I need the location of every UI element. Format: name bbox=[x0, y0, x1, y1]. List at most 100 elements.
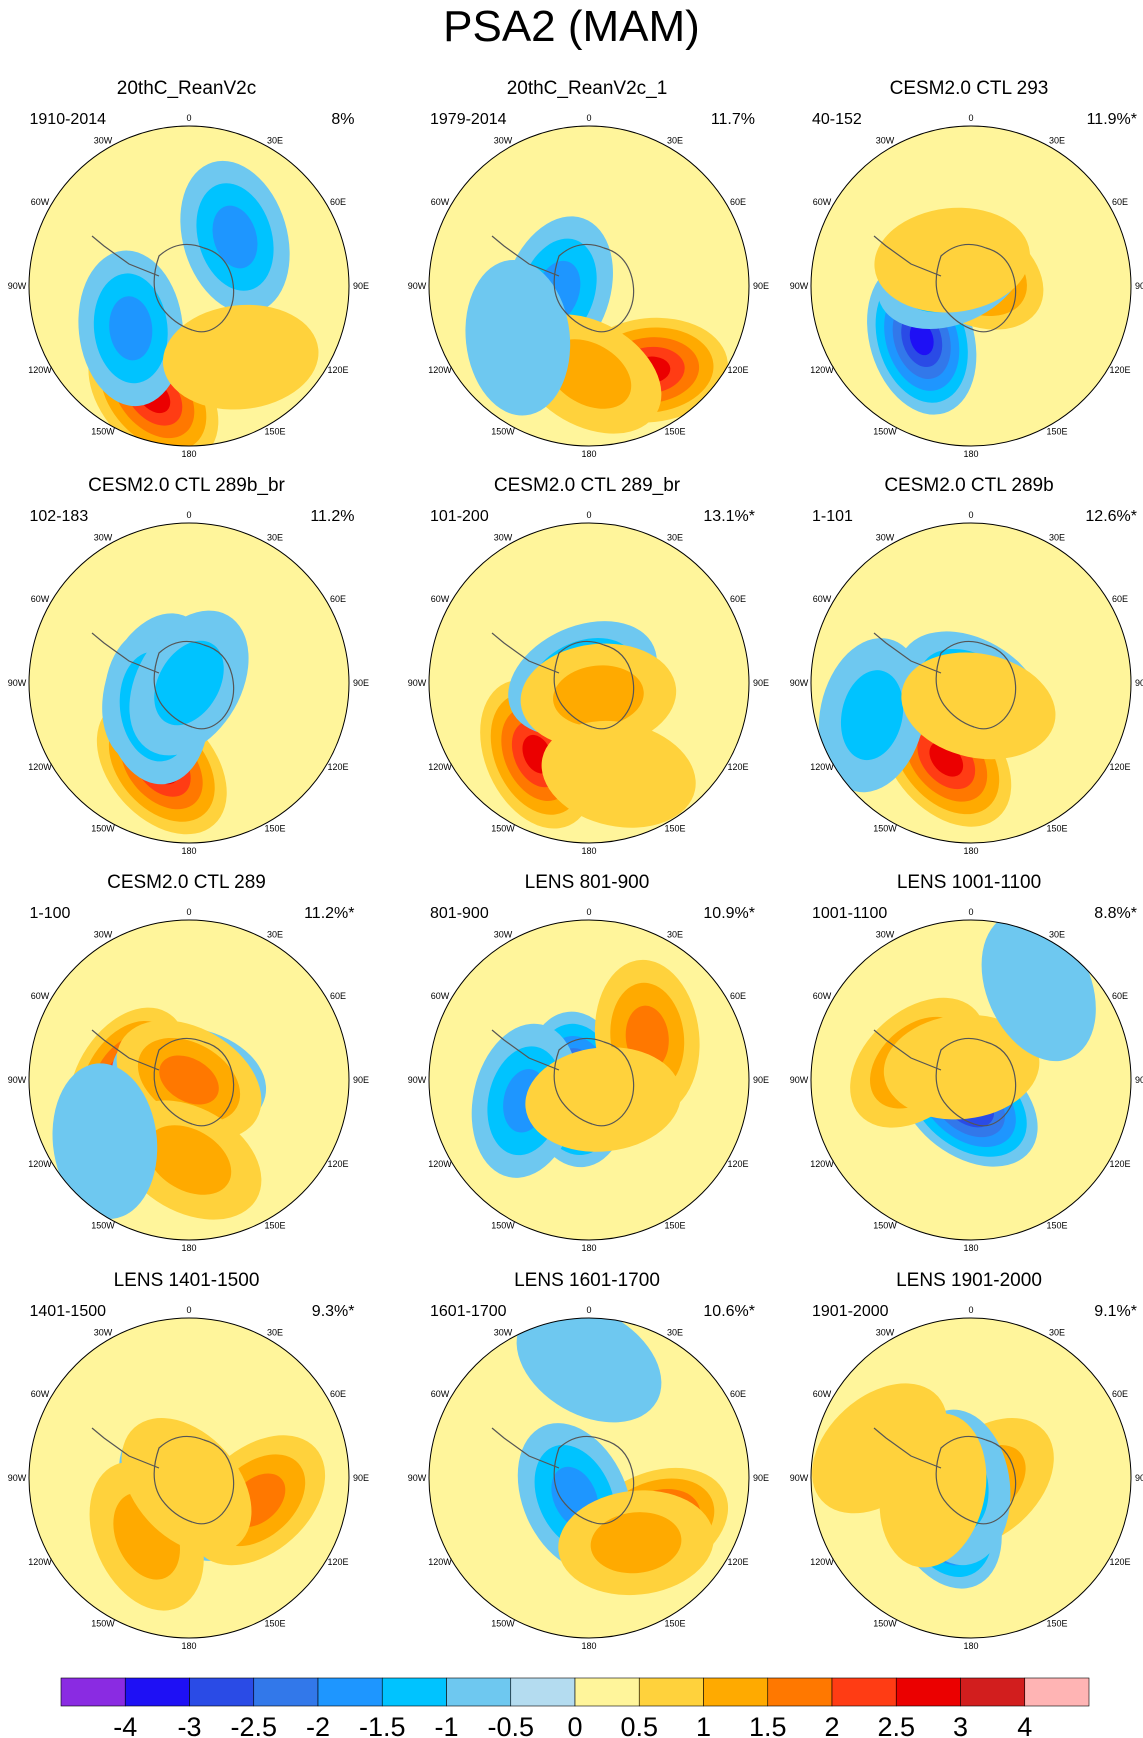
polar-map: 0 30E 60E 90E 120E 150E 180 150W 120W 90W 60W 30W bbox=[790, 510, 1143, 856]
peninsula-coastline bbox=[873, 1427, 942, 1469]
longitude-label: 30W bbox=[876, 1328, 895, 1338]
peninsula-coastline bbox=[873, 235, 942, 277]
panel-period: 1-100 bbox=[29, 905, 71, 922]
colorbar-swatch bbox=[703, 1677, 769, 1707]
polar-map: 0 30E 60E 90E 120E 150E 180 150W 120W 90W 60W 30W bbox=[408, 113, 769, 459]
colorbar-label: -0.5 bbox=[487, 1712, 534, 1738]
panel-variance: 12.6%* bbox=[1085, 508, 1137, 525]
panel-period: 102-183 bbox=[29, 508, 89, 525]
colorbar-swatch bbox=[960, 1677, 1026, 1707]
panel-title: LENS 801-900 bbox=[524, 872, 650, 893]
polar-map: 0 30E 60E 90E 120E 150E 180 150W 120W 90W 60W 30W bbox=[408, 1305, 769, 1651]
colorbar-swatch bbox=[638, 1677, 704, 1707]
anomaly-field bbox=[429, 523, 749, 843]
peninsula-coastline bbox=[491, 632, 560, 674]
longitude-label: 150W bbox=[91, 1618, 115, 1628]
contour-level bbox=[590, 1512, 682, 1574]
longitude-label: 0 bbox=[586, 510, 591, 520]
longitude-label: 0 bbox=[968, 1305, 973, 1315]
map-panel: 0 30E 60E 90E 120E 150E 180 150W 120W 90W 60W 30W LE… bbox=[0, 1270, 377, 1662]
longitude-label: 30E bbox=[266, 533, 282, 543]
longitude-label: 90W bbox=[408, 1075, 427, 1085]
map-panel: 0 30E 60E 90E 120E 150E 180 150W 120W 90W 60W 30W CE… bbox=[0, 872, 377, 1264]
colorbar-swatch bbox=[189, 1677, 255, 1707]
peninsula-coastline bbox=[491, 235, 560, 277]
anomaly-field bbox=[811, 523, 1131, 843]
coastline bbox=[935, 640, 1017, 730]
longitude-label: 90W bbox=[790, 1075, 809, 1085]
polar-map: 0 30E 60E 90E 120E 150E 180 150W 120W 90W 60W 30W bbox=[7, 907, 368, 1253]
longitude-label: 60W bbox=[431, 594, 450, 604]
colorbar-label: 2 bbox=[824, 1712, 839, 1738]
longitude-label: 150W bbox=[873, 1220, 897, 1230]
panel-period: 1601-1700 bbox=[430, 1303, 507, 1320]
peninsula-coastline bbox=[91, 235, 159, 277]
longitude-label: 30W bbox=[93, 930, 112, 940]
coastline bbox=[553, 1435, 635, 1525]
longitude-label: 0 bbox=[968, 113, 973, 123]
longitude-label: 60W bbox=[30, 197, 49, 207]
longitude-label: 150W bbox=[491, 823, 515, 833]
longitude-label: 0 bbox=[586, 907, 591, 917]
longitude-label: 90E bbox=[1135, 1075, 1143, 1085]
longitude-label: 150E bbox=[264, 823, 285, 833]
longitude-label: 60W bbox=[813, 1389, 832, 1399]
longitude-label: 180 bbox=[181, 1641, 196, 1651]
longitude-label: 90W bbox=[790, 281, 809, 291]
coastline bbox=[153, 1435, 234, 1525]
anomaly-field bbox=[811, 126, 1131, 446]
coastline bbox=[153, 243, 234, 333]
longitude-label: 90W bbox=[7, 281, 26, 291]
longitude-label: 0 bbox=[586, 1305, 591, 1315]
longitude-label: 120W bbox=[28, 1159, 52, 1169]
longitude-label: 120E bbox=[327, 1159, 348, 1169]
coastline bbox=[935, 1435, 1017, 1525]
longitude-label: 150W bbox=[491, 426, 515, 436]
longitude-label: 150E bbox=[264, 426, 285, 436]
longitude-label: 120W bbox=[428, 365, 452, 375]
colorbar-swatch bbox=[510, 1677, 576, 1707]
longitude-label: 150E bbox=[664, 426, 685, 436]
panel-title: LENS 1901-2000 bbox=[896, 1270, 1042, 1291]
contour-level bbox=[108, 296, 152, 361]
contour-level bbox=[465, 259, 571, 416]
longitude-label: 30W bbox=[876, 930, 895, 940]
map-panel: 0 30E 60E 90E 120E 150E 180 150W 120W 90W 60W 30W 20… bbox=[0, 78, 377, 470]
figure-title: PSA2 (MAM) bbox=[443, 2, 700, 51]
contour-level bbox=[525, 1047, 681, 1152]
longitude-label: 150E bbox=[1046, 1618, 1067, 1628]
coastline bbox=[153, 1037, 234, 1127]
anomaly-field bbox=[28, 523, 349, 843]
map-panel: 0 30E 60E 90E 120E 150E 180 150W 120W 90W 60W 30W LE… bbox=[779, 872, 1143, 1264]
longitude-label: 120E bbox=[1109, 1159, 1130, 1169]
panel-period: 1-101 bbox=[812, 508, 853, 525]
longitude-label: 60E bbox=[1112, 594, 1128, 604]
longitude-label: 0 bbox=[968, 907, 973, 917]
longitude-label: 30W bbox=[494, 1328, 513, 1338]
longitude-label: 60E bbox=[329, 594, 345, 604]
colorbar-swatch bbox=[895, 1677, 961, 1707]
colorbar-label: -4 bbox=[113, 1712, 137, 1738]
polar-map: 0 30E 60E 90E 120E 150E 180 150W 120W 90W 60W 30W bbox=[7, 1305, 368, 1651]
panel-variance: 9.1%* bbox=[1094, 1303, 1137, 1320]
contour-level bbox=[162, 304, 318, 410]
longitude-label: 150E bbox=[1046, 823, 1067, 833]
peninsula-coastline bbox=[91, 1029, 159, 1071]
longitude-label: 60E bbox=[1112, 197, 1128, 207]
longitude-label: 60W bbox=[813, 197, 832, 207]
longitude-label: 30W bbox=[876, 136, 895, 146]
polar-map: 0 30E 60E 90E 120E 150E 180 150W 120W 90W 60W 30W bbox=[408, 510, 769, 856]
colorbar-label: -3 bbox=[177, 1712, 201, 1738]
longitude-label: 60W bbox=[30, 594, 49, 604]
longitude-label: 150E bbox=[664, 1220, 685, 1230]
longitude-label: 30E bbox=[1049, 533, 1065, 543]
longitude-label: 60W bbox=[30, 991, 49, 1001]
longitude-label: 30W bbox=[494, 533, 513, 543]
panel-title: CESM2.0 CTL 289_br bbox=[493, 475, 681, 496]
longitude-label: 150W bbox=[91, 1220, 115, 1230]
map-border bbox=[428, 522, 750, 844]
contour-level bbox=[52, 1063, 157, 1219]
longitude-label: 180 bbox=[181, 449, 196, 459]
longitude-label: 60W bbox=[431, 1389, 450, 1399]
coastline bbox=[935, 1037, 1017, 1127]
